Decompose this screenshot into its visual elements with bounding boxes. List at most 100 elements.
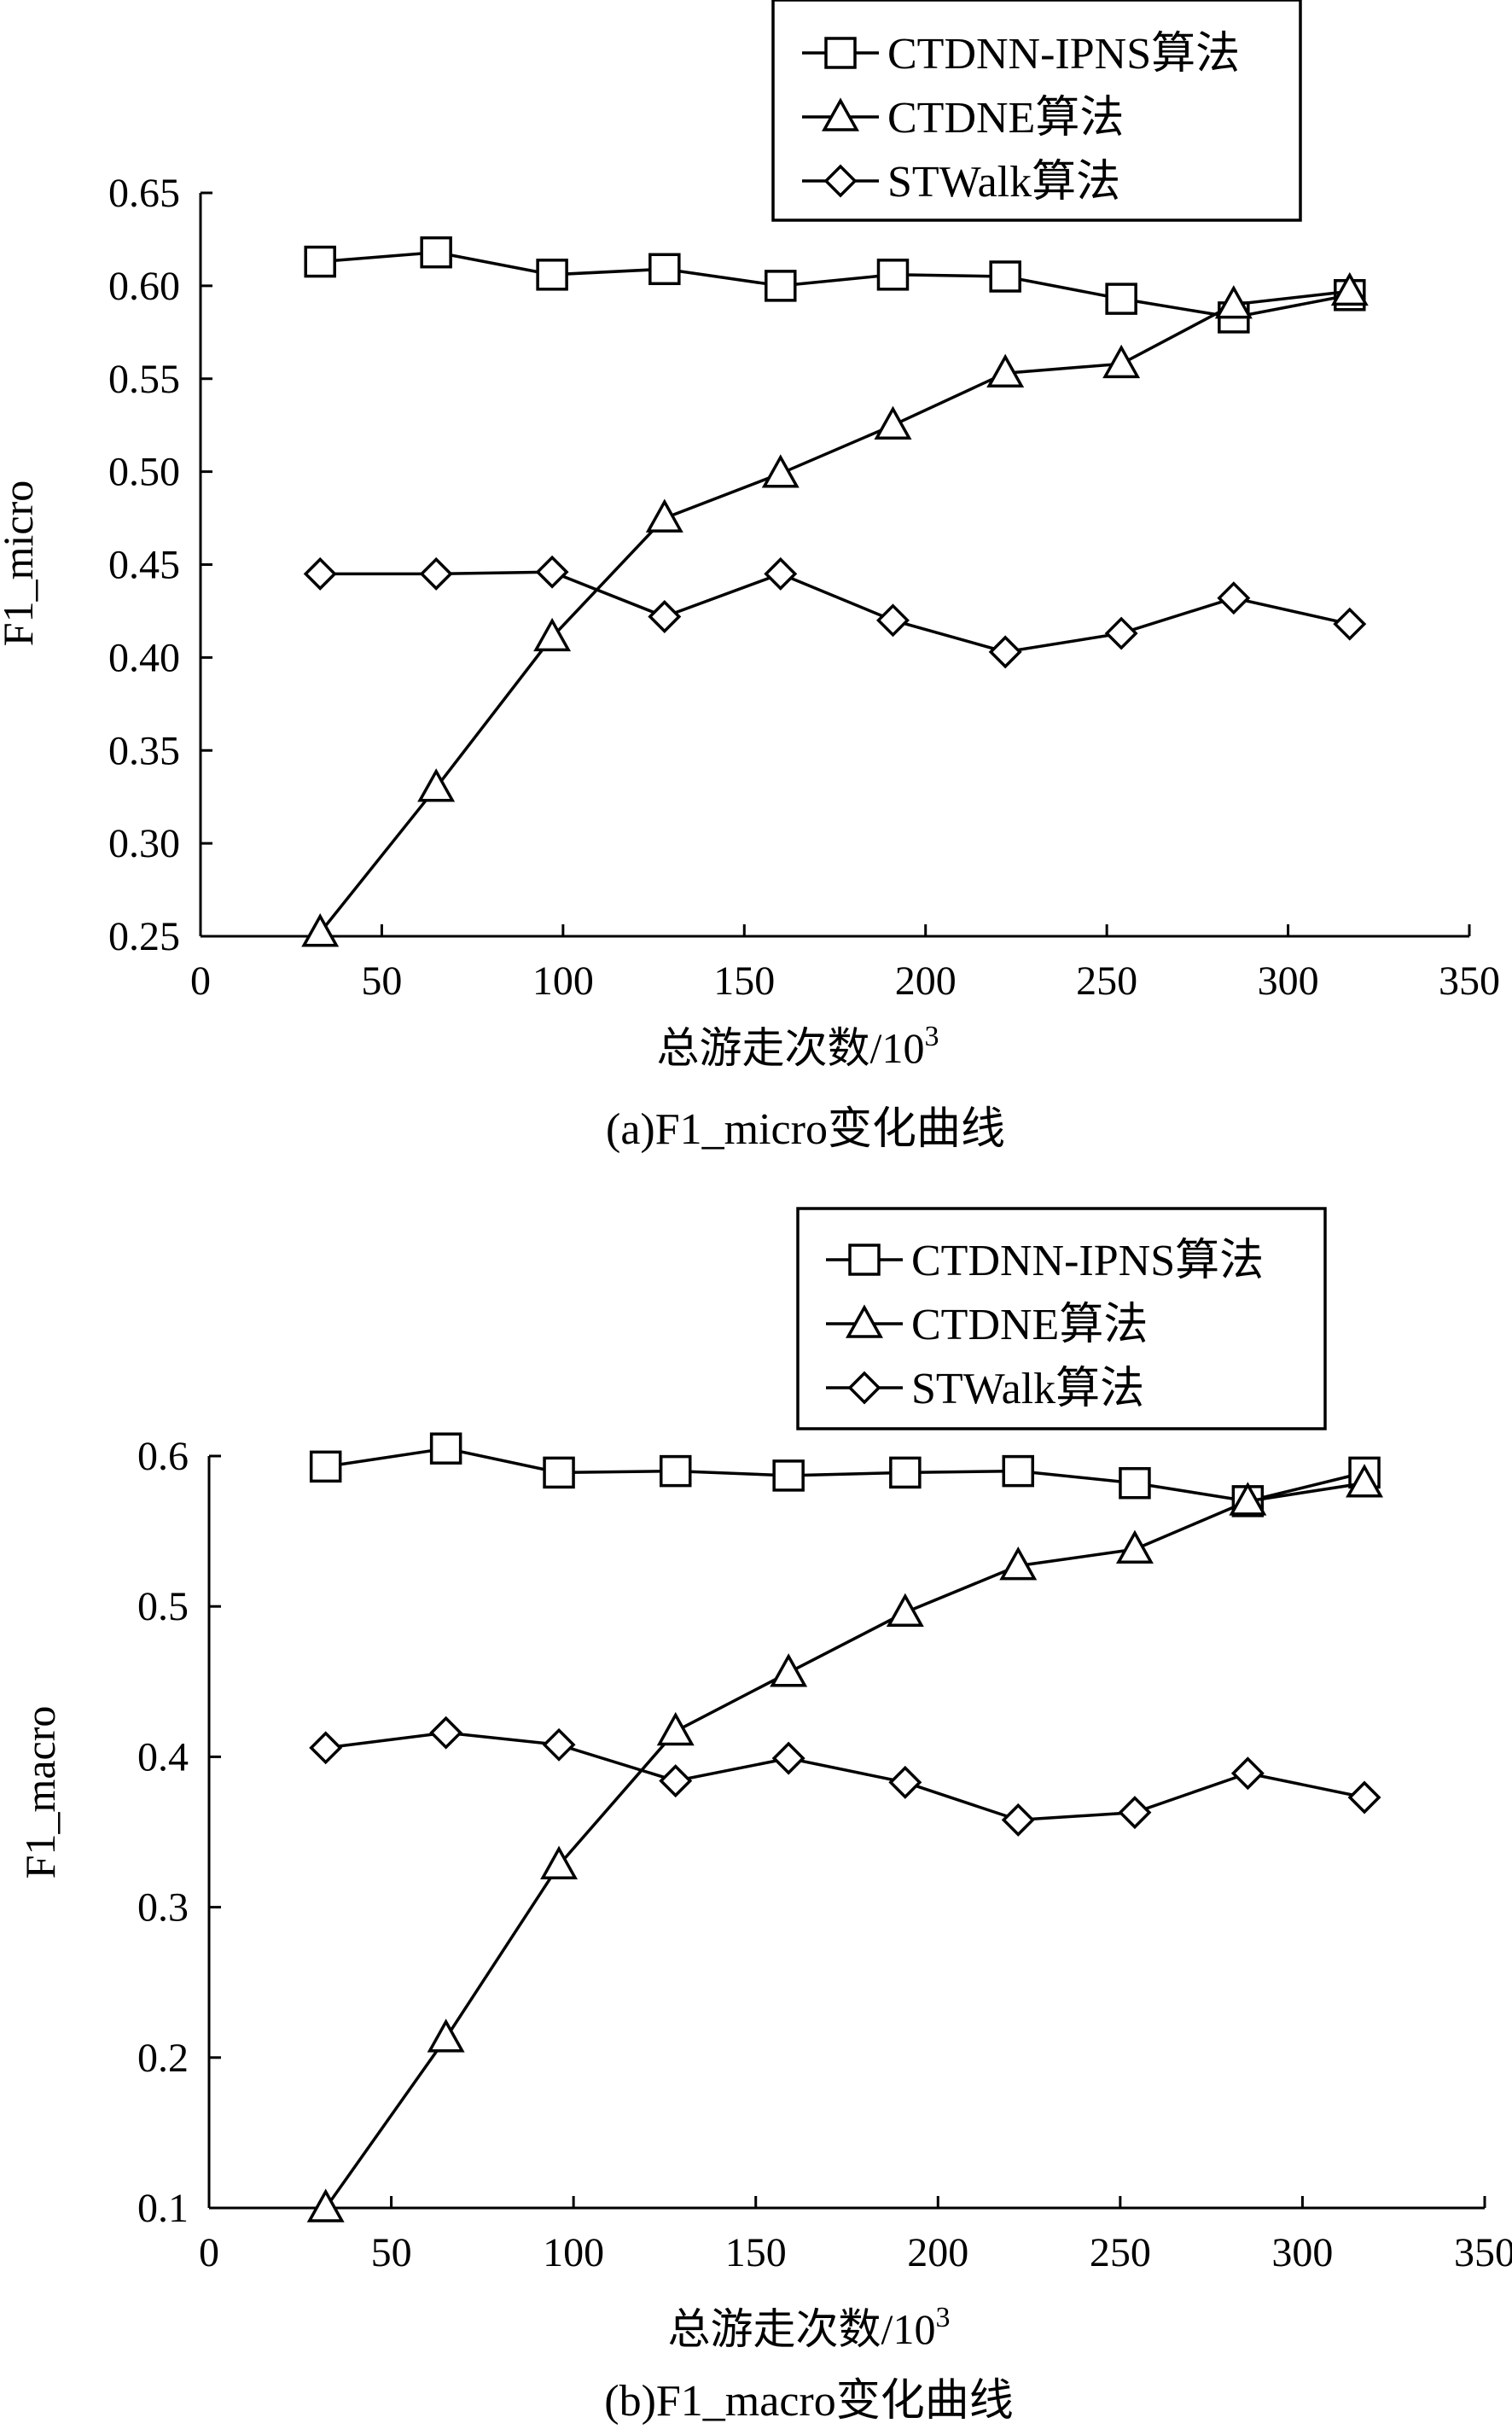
x-tick-label: 350 [1454, 2230, 1512, 2275]
data-point-ctdne [1115, 1529, 1154, 1564]
data-point-ctdne [656, 1711, 695, 1746]
data-point-ctdne [1346, 1464, 1384, 1498]
data-point-ctdne [417, 768, 456, 802]
x-tick-label: 250 [1076, 958, 1137, 1004]
x-axis-title-macro-sup: 3 [935, 2302, 950, 2333]
data-point-stwalk [429, 1715, 463, 1750]
x-tick-label: 50 [371, 2230, 412, 2275]
y-tick-label: 0.60 [108, 264, 180, 309]
y-tick-label: 0.1 [137, 2186, 189, 2231]
y-tick-label: 0.3 [137, 1885, 189, 1931]
data-point-ctdnn-ipns [543, 1456, 575, 1489]
axes-micro: 0.25 0.30 0.35 0.40 0.45 0.50 0.55 0.60 0.65 0 50 1… [108, 171, 1500, 1004]
legend-micro: CTDNN-IPNS算法 CTDNE算法 STWalk算法 [771, 0, 1302, 222]
data-point-ctdnn-ipns [536, 259, 568, 291]
x-tick-label: 150 [713, 958, 775, 1004]
legend-label-ctdnn-ipns: CTDNN-IPNS算法 [887, 30, 1240, 79]
data-point-ctdnn-ipns [309, 1450, 342, 1483]
series-micro [301, 236, 1369, 947]
chart-macro: 0.10.20.30.40.50.60 50 100 150 200 250 300 350 … [16, 1207, 1512, 2426]
data-point-ctdne [427, 2018, 465, 2053]
x-tick-label: 100 [532, 958, 594, 1004]
x-axis-title-micro-text: 总游走次数/10 [657, 1024, 925, 1072]
x-tick-label: 200 [895, 958, 957, 1004]
x-tick-label: 100 [543, 2230, 604, 2275]
data-point-ctdne [874, 405, 912, 440]
data-point-ctdnn-ipns [765, 270, 797, 302]
data-point-ctdnn-ipns [1105, 283, 1137, 315]
data-point-stwalk [1347, 1780, 1381, 1814]
data-point-ctdne [986, 353, 1025, 387]
data-point-ctdnn-ipns [889, 1456, 922, 1489]
data-point-ctdnn-ipns [429, 1432, 462, 1465]
series-line-stwalk [320, 570, 1351, 654]
y-tick-label: 0.40 [108, 635, 180, 680]
data-point-ctdne [1330, 271, 1369, 306]
data-point-ctdne [301, 913, 340, 947]
data-point-ctdne [645, 498, 683, 533]
legend-marker-diamond [823, 164, 858, 198]
series-line-ctdnn-ipns [320, 250, 1351, 319]
y-tick-label: 0.55 [108, 357, 180, 402]
data-point-ctdne [1229, 1482, 1267, 1516]
caption-macro: (b)F1_macro变化曲线 [604, 2377, 1013, 2426]
legend-box [796, 1207, 1327, 1430]
legend-marker-diamond [847, 1371, 881, 1405]
data-point-ctdnn-ipns [989, 260, 1021, 293]
data-point-ctdne [306, 2188, 345, 2222]
data-point-stwalk [771, 1741, 805, 1775]
data-point-ctdnn-ipns [876, 259, 910, 291]
x-axis-title-macro-text: 总游走次数/10 [668, 2305, 936, 2353]
data-point-ctdnn-ipns [1119, 1466, 1151, 1500]
series-line-ctdne [324, 1481, 1365, 2210]
data-point-ctdnn-ipns [1002, 1454, 1035, 1488]
series-line-ctdnn-ipns [325, 1447, 1365, 1503]
y-tick-label: 0.5 [137, 1584, 189, 1629]
y-tick-label: 0.4 [137, 1734, 189, 1780]
data-point-stwalk [309, 1731, 343, 1765]
x-tick-label: 200 [907, 2230, 968, 2275]
data-point-ctdne [886, 1593, 924, 1627]
data-point-ctdne [540, 1845, 579, 1880]
y-tick-label: 0.6 [137, 1434, 189, 1479]
x-tick-label: 350 [1439, 958, 1500, 1004]
data-point-stwalk [542, 1727, 576, 1762]
data-point-stwalk [764, 556, 798, 591]
data-point-ctdnn-ipns [772, 1459, 805, 1492]
data-point-stwalk [648, 599, 682, 633]
data-point-stwalk [876, 603, 910, 638]
data-point-stwalk [659, 1764, 693, 1798]
data-point-ctdne [761, 454, 800, 488]
legend-macro: CTDNN-IPNS算法 CTDNE算法 STWalk算法 [796, 1207, 1327, 1430]
x-tick-label: 150 [725, 2230, 787, 2275]
data-point-ctdne [1102, 344, 1141, 379]
x-tick-label: 250 [1090, 2230, 1151, 2275]
data-point-stwalk [1118, 1796, 1152, 1830]
y-tick-label: 0.50 [108, 450, 180, 495]
data-point-stwalk [1001, 1803, 1035, 1837]
legend-marker-square [848, 1244, 881, 1276]
data-point-ctdnn-ipns [420, 236, 452, 269]
x-axis-title-micro-sup: 3 [924, 1021, 939, 1052]
legend-label-ctdnn-ipns: CTDNN-IPNS算法 [911, 1237, 1264, 1285]
data-point-ctdne [770, 1653, 808, 1687]
x-tick-label: 0 [199, 2230, 219, 2275]
data-point-ctdne [533, 617, 572, 652]
data-point-stwalk [535, 555, 569, 589]
data-point-stwalk [1230, 1756, 1265, 1791]
legend-label-ctdne: CTDNE算法 [887, 94, 1124, 143]
data-point-stwalk [1217, 581, 1251, 615]
chart-micro: 0.25 0.30 0.35 0.40 0.45 0.50 0.55 0.60 0.65 0 50 1… [0, 0, 1500, 1154]
legend-marker-triangle [822, 97, 859, 131]
y-tick-label: 0.2 [137, 2036, 189, 2081]
y-tick-label: 0.35 [108, 728, 180, 773]
data-point-stwalk [988, 635, 1022, 669]
x-axis-title-micro: 总游走次数/103 [657, 1021, 939, 1072]
caption-micro: (a)F1_micro变化曲线 [606, 1105, 1005, 1154]
data-point-ctdnn-ipns [659, 1454, 692, 1488]
x-tick-label: 300 [1271, 2230, 1333, 2275]
x-tick-label: 300 [1258, 958, 1319, 1004]
x-tick-label: 50 [361, 958, 402, 1004]
legend-label-stwalk: STWalk算法 [911, 1365, 1144, 1413]
